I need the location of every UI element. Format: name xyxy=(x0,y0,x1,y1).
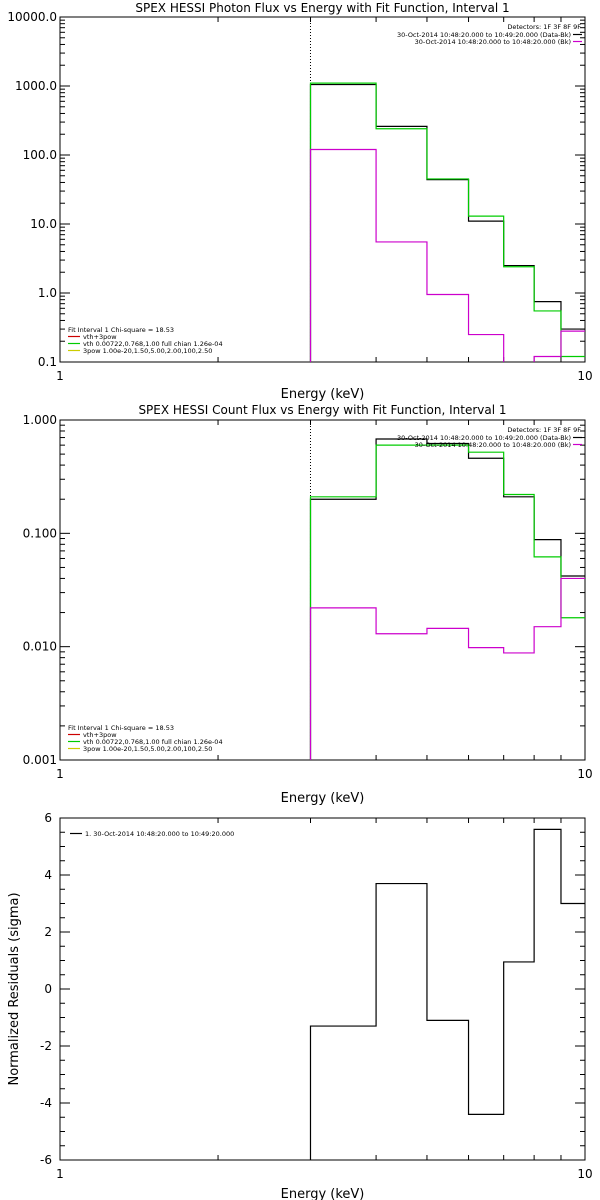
legend-top: 1. 30-Oct-2014 10:48:20.000 to 10:49:20.… xyxy=(70,830,234,838)
y-tick-label: 0.100 xyxy=(23,526,57,540)
chart-1: SPEX HESSI Photon Flux vs Energy with Fi… xyxy=(7,1,592,402)
y-axis-label: Normalized Residuals (sigma) xyxy=(7,892,22,1085)
legend-entry-label: 30-Oct-2014 10:48:20.000 to 10:49:20.000… xyxy=(397,31,571,39)
y-tick-label: 0.010 xyxy=(23,640,57,654)
legend-entry-label: vth 0.00722,0.768,1.00 full chian 1.26e-… xyxy=(83,738,223,746)
y-tick-label: 1000.0 xyxy=(15,79,57,93)
plot-frame xyxy=(59,419,586,761)
x-tick-label: 10 xyxy=(577,1167,592,1181)
y-tick-label: 10.0 xyxy=(30,217,57,231)
legend-bottom: Fit Interval 1 Chi-square = 18.53vth+3po… xyxy=(68,724,223,753)
y-tick-label: 0.1 xyxy=(38,355,57,369)
legend-entry-label: vth+3pow xyxy=(83,333,117,341)
y-tick-label: 10000.0 xyxy=(7,10,57,24)
plot-frame xyxy=(59,817,586,1161)
y-tick-label: 1.000 xyxy=(23,413,57,427)
series-2-line xyxy=(309,444,585,760)
chart-title: SPEX HESSI Photon Flux vs Energy with Fi… xyxy=(135,1,509,15)
x-tick-label: 1 xyxy=(56,369,64,383)
y-tick-label: -6 xyxy=(40,1153,52,1167)
legend-entry-label: 3pow 1.00e-20,1.50,5.00,2.00,100,2.50 xyxy=(83,745,212,753)
x-tick-label: 1 xyxy=(56,1167,64,1181)
y-tick-label: 6 xyxy=(44,811,52,825)
y-tick-label: 0 xyxy=(44,982,52,996)
y-tick-label: -4 xyxy=(40,1096,52,1110)
legend-header: Detectors: 1F 3F 8F 9F xyxy=(507,426,581,434)
series-1-line xyxy=(309,83,585,362)
x-axis-label: Energy (keV) xyxy=(281,387,365,402)
legend-entry-label: 3pow 1.00e-20,1.50,5.00,2.00,100,2.50 xyxy=(83,347,212,355)
y-tick-label: 100.0 xyxy=(23,148,57,162)
x-axis-label: Energy (keV) xyxy=(281,1187,365,1200)
x-tick-label: 1 xyxy=(56,767,64,781)
legend-header: Fit Interval 1 Chi-square = 18.53 xyxy=(68,724,174,732)
legend-entry-label: 30-Oct-2014 10:48:20.000 to 10:48:20.000… xyxy=(415,441,571,449)
series-3-line xyxy=(309,577,585,760)
legend-header: Detectors: 1F 3F 8F 9F xyxy=(507,23,581,31)
legend-entry-label: 30-Oct-2014 10:48:20.000 to 10:48:20.000… xyxy=(415,38,571,46)
y-tick-label: 4 xyxy=(44,868,52,882)
legend-entry-label: vth+3pow xyxy=(83,731,117,739)
y-tick-label: 0.001 xyxy=(23,753,57,767)
legend-header: Fit Interval 1 Chi-square = 18.53 xyxy=(68,326,174,334)
legend-bottom: Fit Interval 1 Chi-square = 18.53vth+3po… xyxy=(68,326,223,355)
chart-3: 1 10 Energy (keV) -6 -4 -2 0 2 4 6 Normalized Resi… xyxy=(7,811,593,1200)
y-tick-label: 2 xyxy=(44,925,52,939)
y-tick-label: -2 xyxy=(40,1039,52,1053)
chart-title: SPEX HESSI Count Flux vs Energy with Fit… xyxy=(138,403,506,417)
chart-2: SPEX HESSI Count Flux vs Energy with Fit… xyxy=(23,403,593,806)
legend-entry-label: vth 0.00722,0.768,1.00 full chian 1.26e-… xyxy=(83,340,223,348)
plot-frame xyxy=(59,16,586,363)
series-3-line xyxy=(309,148,585,362)
y-tick-label: 1.0 xyxy=(38,286,57,300)
legend-entry-label: 30-Oct-2014 10:48:20.000 to 10:49:20.000… xyxy=(397,434,571,442)
x-tick-label: 10 xyxy=(577,767,592,781)
series-2-line xyxy=(309,82,585,362)
x-tick-label: 10 xyxy=(577,369,592,383)
x-axis-label: Energy (keV) xyxy=(281,791,365,806)
series-1-line xyxy=(309,438,585,760)
legend-entry-label: 1. 30-Oct-2014 10:48:20.000 to 10:49:20.… xyxy=(85,830,234,838)
series-1-line xyxy=(309,828,585,1160)
